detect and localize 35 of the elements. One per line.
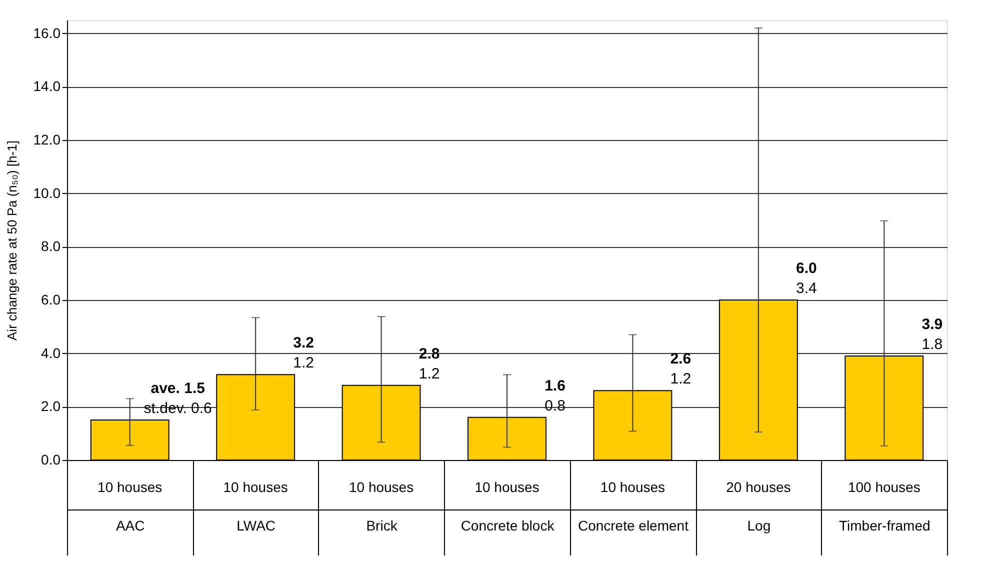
text: 10 houses bbox=[474, 479, 540, 495]
data-label: 2.6 bbox=[670, 350, 692, 368]
y-tick-label: 14.0 bbox=[33, 78, 61, 94]
annotation: 1.2 bbox=[418, 365, 440, 382]
annotation: 3.4 bbox=[796, 280, 817, 297]
y-tick-label: 2.0 bbox=[41, 398, 61, 414]
annotation: 1.2 bbox=[293, 354, 314, 372]
data-label: 6.0 bbox=[796, 260, 817, 277]
text: 100 houses bbox=[848, 479, 920, 495]
text: 10 houses bbox=[348, 479, 414, 495]
x-tick-label: AAC bbox=[116, 518, 145, 534]
y-tick-label: 0.0 bbox=[41, 452, 61, 468]
y-tick-label: 16.0 bbox=[33, 24, 61, 41]
text: 10 houses bbox=[600, 479, 666, 495]
data-label: 3.9 bbox=[922, 316, 943, 333]
x-tick-label: Brick bbox=[366, 518, 398, 534]
text: 10 houses bbox=[223, 479, 288, 495]
text: 10 houses bbox=[98, 479, 162, 495]
x-tick-label: Timber-framed bbox=[839, 518, 930, 534]
data-label: 1.6 bbox=[544, 377, 566, 394]
data-label: ave. 1.5 bbox=[150, 380, 205, 397]
data-label: 3.2 bbox=[293, 334, 314, 352]
x-tick-label: Concrete element bbox=[578, 518, 689, 534]
y-tick-label: 10.0 bbox=[33, 184, 61, 201]
annotation: 1.8 bbox=[922, 336, 943, 353]
x-tick-label: LWAC bbox=[236, 518, 276, 534]
annotation: 1.2 bbox=[670, 370, 692, 388]
text: 20 houses bbox=[726, 479, 791, 495]
y-tick-label: 4.0 bbox=[41, 344, 61, 361]
x-tick-label: Log bbox=[747, 518, 771, 534]
y-tick-label: 8.0 bbox=[41, 238, 61, 254]
y-axis-title: Air change rate at 50 Pa (n₅₀) [h-1] bbox=[4, 140, 20, 340]
y-tick-label: 12.0 bbox=[33, 132, 61, 148]
y-tick-label: 6.0 bbox=[41, 292, 61, 308]
x-tick-label: Concrete block bbox=[460, 518, 556, 534]
